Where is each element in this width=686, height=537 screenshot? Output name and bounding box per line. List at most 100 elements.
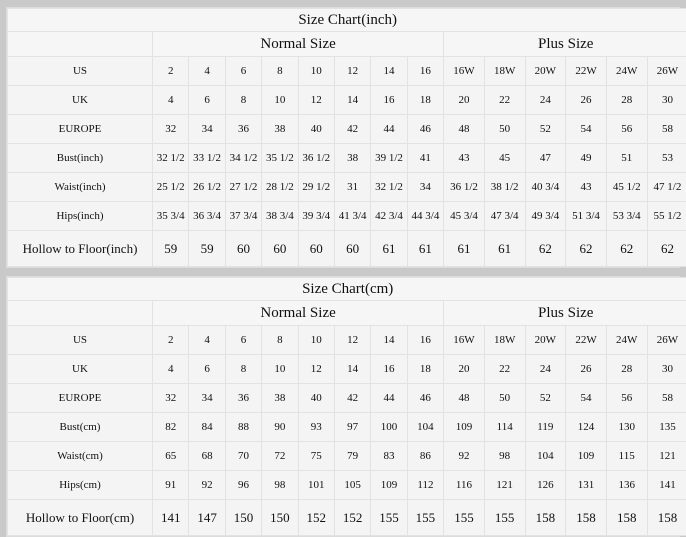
data-cell: 155 — [371, 500, 407, 536]
data-cell: 96 — [225, 471, 261, 500]
data-cell: 41 — [407, 144, 443, 173]
data-cell: 58 — [647, 384, 686, 413]
data-cell: 12 — [298, 86, 334, 115]
data-cell: 121 — [484, 471, 525, 500]
data-cell: 150 — [225, 500, 261, 536]
data-cell: 32 1/2 — [153, 144, 189, 173]
data-cell: 155 — [484, 500, 525, 536]
data-cell: 51 3/4 — [566, 202, 607, 231]
row-label: EUROPE — [8, 115, 153, 144]
data-cell: 31 — [334, 173, 370, 202]
chart-title: Size Chart(cm) — [8, 278, 686, 301]
data-cell: 36 — [225, 115, 261, 144]
data-cell: 135 — [647, 413, 686, 442]
data-cell: 30 — [647, 355, 686, 384]
data-cell: 47 — [525, 144, 566, 173]
data-cell: 92 — [444, 442, 485, 471]
data-cell: 10 — [262, 86, 298, 115]
data-cell: 50 — [484, 115, 525, 144]
data-cell: 60 — [225, 231, 261, 267]
data-cell: 24 — [525, 355, 566, 384]
row-label: Waist(inch) — [8, 173, 153, 202]
data-cell: 47 3/4 — [484, 202, 525, 231]
data-cell: 16 — [371, 355, 407, 384]
data-cell: 90 — [262, 413, 298, 442]
data-cell: 93 — [298, 413, 334, 442]
data-cell: 55 1/2 — [647, 202, 686, 231]
data-cell: 22 — [484, 86, 525, 115]
data-cell: 70 — [225, 442, 261, 471]
chart-title-row: Size Chart(cm) — [8, 278, 686, 301]
row-label: Hips(cm) — [8, 471, 153, 500]
data-cell: 54 — [566, 384, 607, 413]
data-cell: 40 — [298, 384, 334, 413]
data-cell: 36 1/2 — [444, 173, 485, 202]
data-cell: 32 — [153, 115, 189, 144]
data-cell: 54 — [566, 115, 607, 144]
data-cell: 60 — [334, 231, 370, 267]
data-cell: 24W — [606, 326, 647, 355]
data-cell: 20W — [525, 57, 566, 86]
data-cell: 62 — [525, 231, 566, 267]
group-header-plus-size: Plus Size — [444, 32, 686, 57]
corner-blank-cell — [8, 32, 153, 57]
data-cell: 20 — [444, 86, 485, 115]
data-cell: 28 1/2 — [262, 173, 298, 202]
data-cell: 34 — [407, 173, 443, 202]
data-cell: 91 — [153, 471, 189, 500]
row-label: UK — [8, 355, 153, 384]
data-cell: 20W — [525, 326, 566, 355]
data-cell: 14 — [334, 355, 370, 384]
data-cell: 141 — [153, 500, 189, 536]
data-cell: 10 — [262, 355, 298, 384]
data-cell: 6 — [189, 86, 225, 115]
data-cell: 28 — [606, 86, 647, 115]
data-cell: 155 — [407, 500, 443, 536]
data-cell: 8 — [225, 86, 261, 115]
data-cell: 38 1/2 — [484, 173, 525, 202]
data-cell: 119 — [525, 413, 566, 442]
data-cell: 75 — [298, 442, 334, 471]
data-cell: 10 — [298, 326, 334, 355]
data-cell: 18W — [484, 57, 525, 86]
data-cell: 62 — [647, 231, 686, 267]
data-cell: 82 — [153, 413, 189, 442]
data-cell: 68 — [189, 442, 225, 471]
data-cell: 79 — [334, 442, 370, 471]
data-cell: 34 — [189, 384, 225, 413]
row-label: Waist(cm) — [8, 442, 153, 471]
data-cell: 100 — [371, 413, 407, 442]
data-cell: 40 3/4 — [525, 173, 566, 202]
data-cell: 59 — [189, 231, 225, 267]
data-cell: 112 — [407, 471, 443, 500]
data-cell: 4 — [153, 86, 189, 115]
data-cell: 52 — [525, 384, 566, 413]
data-cell: 136 — [606, 471, 647, 500]
data-cell: 131 — [566, 471, 607, 500]
data-cell: 10 — [298, 57, 334, 86]
data-cell: 109 — [371, 471, 407, 500]
data-cell: 115 — [606, 442, 647, 471]
row-label: Bust(inch) — [8, 144, 153, 173]
data-cell: 16W — [444, 326, 485, 355]
data-cell: 38 — [262, 384, 298, 413]
data-cell: 18 — [407, 86, 443, 115]
data-cell: 43 — [444, 144, 485, 173]
data-cell: 22 — [484, 355, 525, 384]
data-cell: 158 — [566, 500, 607, 536]
data-cell: 49 — [566, 144, 607, 173]
data-cell: 46 — [407, 384, 443, 413]
data-cell: 25 1/2 — [153, 173, 189, 202]
data-cell: 141 — [647, 471, 686, 500]
